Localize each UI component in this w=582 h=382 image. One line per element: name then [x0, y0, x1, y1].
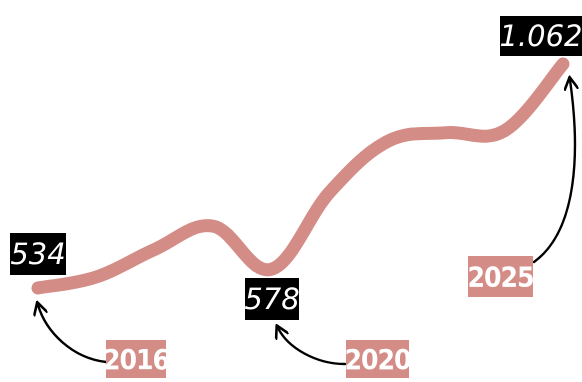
- annotation-arrow-2016: [38, 305, 108, 364]
- annotation-arrow-2025: [532, 80, 575, 264]
- year-label-text: 2025: [467, 261, 533, 294]
- value-label-box: [500, 16, 582, 56]
- year-label-2020: 2020: [344, 340, 412, 378]
- series-line: [31, 57, 570, 295]
- value-label-2020: 578: [244, 278, 300, 320]
- year-label-2025: 2025: [467, 256, 535, 297]
- annotation-arrow-2020: [278, 328, 347, 366]
- annotation-arrow-layer: [38, 80, 575, 366]
- year-label-2016: 2016: [103, 340, 171, 378]
- value-label-text: 578: [244, 282, 299, 316]
- year-label-text: 2016: [103, 343, 170, 376]
- value-label-text: 534: [10, 237, 65, 271]
- value-label-2025: 1.062: [499, 16, 582, 56]
- value-label-text: 1.062: [499, 19, 582, 53]
- value-label-box: [10, 233, 66, 275]
- value-label-2016: 534: [10, 233, 66, 275]
- series-line-layer: [31, 57, 570, 295]
- year-label-box: [346, 340, 409, 378]
- year-label-box: [106, 340, 166, 378]
- year-label-text: 2020: [344, 343, 411, 376]
- value-label-box: [245, 278, 299, 320]
- annotation-label-layer: 534 2016 578 2020 1.062 2025: [10, 16, 582, 378]
- year-label-box: [468, 256, 533, 297]
